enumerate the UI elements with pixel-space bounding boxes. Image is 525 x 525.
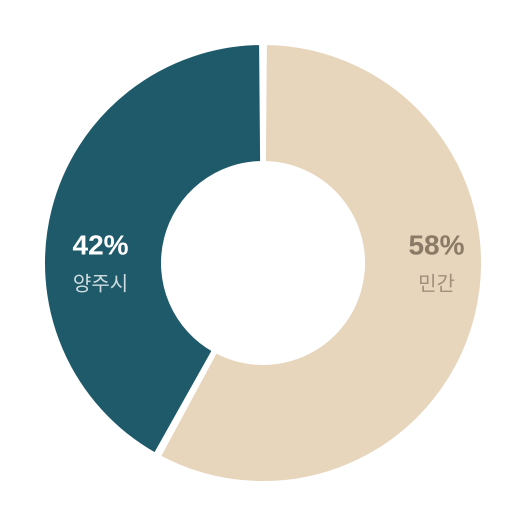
slice-name-private: 민간 bbox=[408, 267, 464, 296]
slice-label-private: 58% 민간 bbox=[408, 229, 464, 296]
slice-percent-yangju: 42% bbox=[73, 229, 129, 261]
donut-chart: 58% 민간 42% 양주시 bbox=[43, 43, 483, 483]
slice-percent-private: 58% bbox=[408, 229, 464, 261]
slice-label-yangju: 42% 양주시 bbox=[73, 229, 129, 296]
slice-name-yangju: 양주시 bbox=[73, 267, 129, 296]
